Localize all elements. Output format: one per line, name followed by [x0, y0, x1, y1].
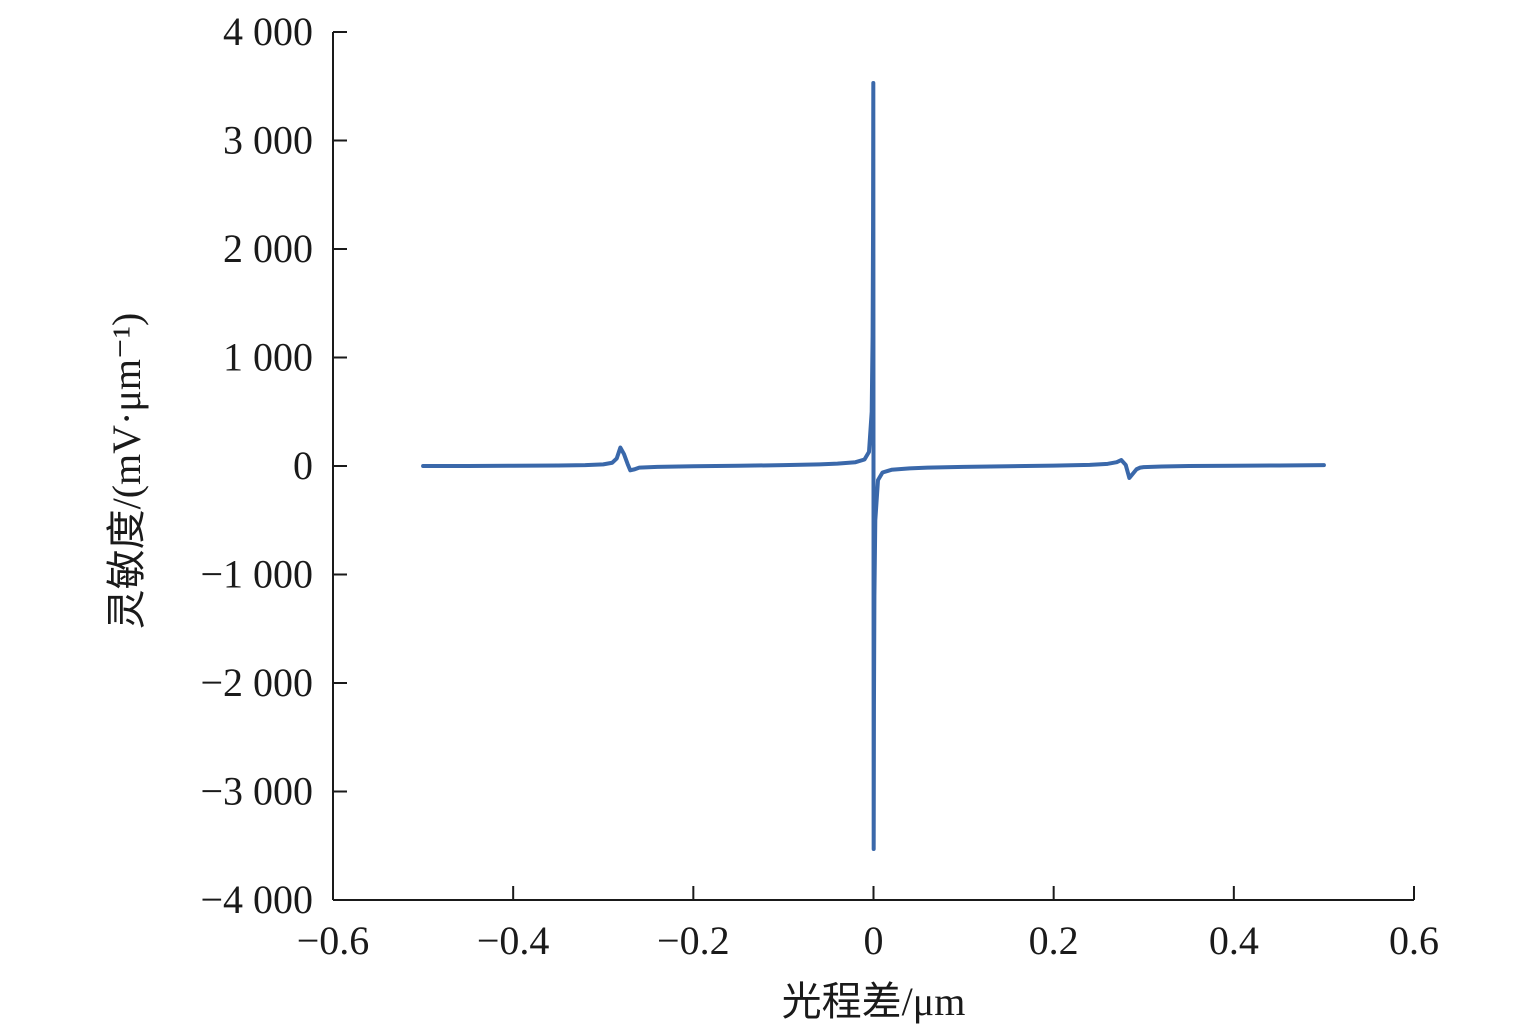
y-tick-label: −4 000 [200, 877, 313, 922]
y-tick-label: −3 000 [200, 769, 313, 814]
y-tick-label: 3 000 [223, 118, 313, 163]
y-tick-label: −2 000 [200, 660, 313, 705]
x-tick-label: 0.2 [1029, 918, 1079, 963]
x-tick-label: −0.4 [477, 918, 550, 963]
y-axis-title: 灵敏度/(mV·μm⁻¹) [104, 313, 149, 630]
y-tick-label: 4 000 [223, 9, 313, 54]
y-tick-label: −1 000 [200, 552, 313, 597]
y-tick-label: 1 000 [223, 335, 313, 380]
x-tick-label: 0.6 [1389, 918, 1439, 963]
y-ticks: 4 000 3 000 2 000 1 000 0 −1 000 −2 000 −3 000 −… [200, 9, 347, 922]
y-tick-label: 0 [293, 443, 313, 488]
series-layer [421, 81, 1326, 851]
x-tick-label: −0.6 [297, 918, 370, 963]
y-tick-label: 2 000 [223, 226, 313, 271]
x-axis-title: 光程差/μm [782, 979, 966, 1024]
x-tick-label: 0 [864, 918, 884, 963]
x-ticks: −0.6 −0.4 −0.2 0 0.2 0.4 0.6 [297, 886, 1439, 963]
x-tick-label: −0.2 [657, 918, 730, 963]
x-tick-label: 0.4 [1209, 918, 1259, 963]
series-line-0 [421, 81, 1326, 851]
